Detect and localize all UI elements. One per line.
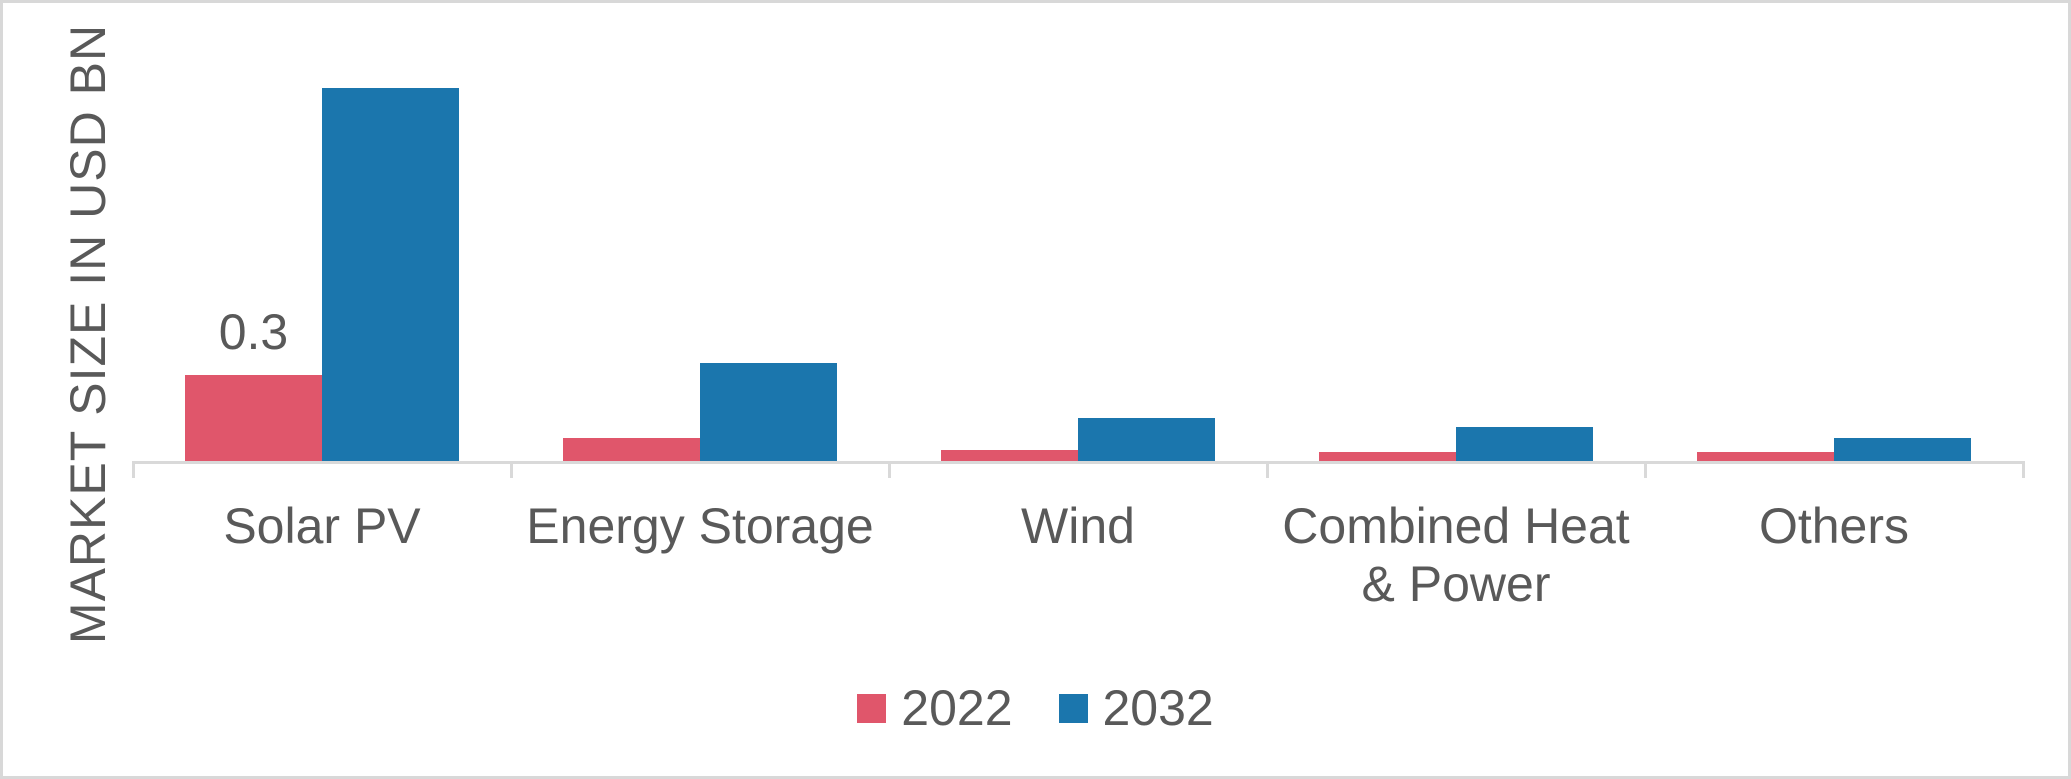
data-label-solar-pv-2022: 0.3 [218,304,289,360]
bar-others-2032 [1834,438,1971,461]
axis-tick [1644,461,1647,478]
bar-solar-pv-2032 [322,88,459,461]
category-group-solar-pv: 0.3 [133,59,511,461]
legend-swatch-2022 [857,693,887,723]
category-label-line: Energy Storage [526,498,874,554]
axis-tick [888,461,891,478]
bar-energy-storage-2022 [563,438,700,461]
plot-area: 0.3 [133,59,2023,461]
legend-item-2022: 2022 [857,679,1013,737]
axis-tick [1266,461,1269,478]
legend: 2022 2032 [3,679,2068,737]
category-label-line: Wind [1021,498,1135,554]
category-group-energy-storage [511,59,889,461]
axis-tick [510,461,513,478]
bar-others-2022 [1697,452,1834,461]
bar-solar-pv-2022 [185,375,322,461]
bar-energy-storage-2032 [700,363,837,461]
category-group-others [1645,59,2023,461]
category-label-line: Combined Heat [1282,498,1630,554]
category-label-wind: Wind [889,497,1267,555]
axis-tick [2022,461,2025,478]
category-label-energy-storage: Energy Storage [511,497,889,555]
legend-label-2032: 2032 [1102,680,1214,736]
category-label-line: Others [1758,498,1910,554]
category-label-others: Others [1645,497,2023,555]
legend-label-2022: 2022 [901,680,1013,736]
x-axis-line [132,461,2025,464]
category-axis-labels: Solar PV Energy Storage Wind Combined Heat &… [133,497,2023,617]
category-label-line: & Power [1361,556,1551,612]
legend-swatch-2032 [1058,693,1088,723]
bar-combined-heat-power-2022 [1319,452,1456,461]
category-label-line: Solar PV [223,498,421,554]
bar-combined-heat-power-2032 [1456,427,1593,461]
category-label-solar-pv: Solar PV [133,497,511,555]
category-group-combined-heat-power [1267,59,1645,461]
category-label-combined-heat-power: Combined Heat & Power [1267,497,1645,613]
bar-wind-2032 [1078,418,1215,461]
axis-tick [132,461,135,478]
category-group-wind [889,59,1267,461]
bar-wind-2022 [941,450,1078,461]
y-axis-title: MARKET SIZE IN USD BN [60,23,116,645]
legend-item-2032: 2032 [1058,679,1214,737]
